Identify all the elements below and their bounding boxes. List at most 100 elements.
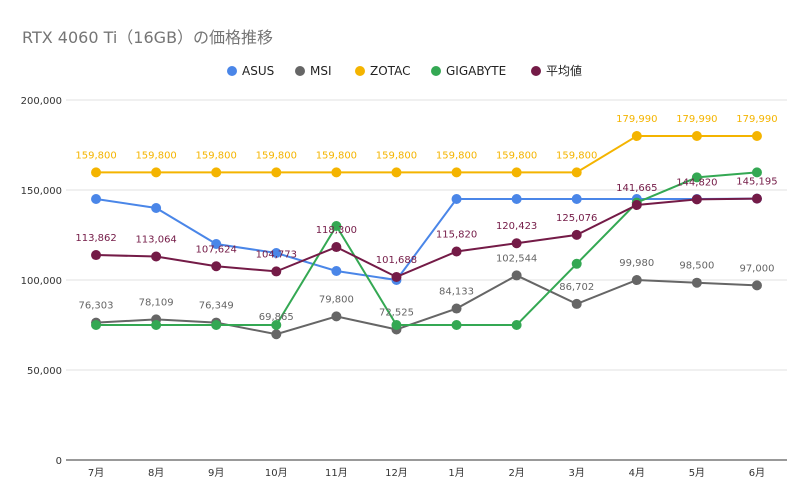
data-point <box>751 280 762 291</box>
data-point <box>271 167 282 178</box>
data-point <box>571 229 582 240</box>
data-point <box>151 167 162 178</box>
data-point <box>331 167 342 178</box>
data-label: 79,800 <box>319 294 354 305</box>
x-tick-label: 8月 <box>148 467 164 479</box>
data-point <box>331 311 342 322</box>
data-point <box>571 167 582 178</box>
x-tick-label: 2月 <box>508 467 524 479</box>
y-tick-label: 200,000 <box>21 96 62 107</box>
data-label: 159,800 <box>496 150 537 161</box>
data-point <box>751 167 762 178</box>
data-point <box>691 131 702 142</box>
data-point <box>91 250 102 261</box>
data-point <box>91 194 102 204</box>
data-label: 113,862 <box>75 233 116 244</box>
data-label: 76,303 <box>79 301 114 312</box>
data-point <box>631 200 642 211</box>
series-line <box>96 197 757 279</box>
legend-marker <box>295 66 305 76</box>
series-line <box>95 197 757 282</box>
data-label: 69,865 <box>259 312 294 323</box>
data-label: 179,990 <box>736 114 777 125</box>
data-point <box>571 298 582 309</box>
data-point <box>511 270 522 281</box>
x-tick-label: 5月 <box>689 467 705 479</box>
data-point <box>331 242 342 253</box>
data-label: 101,688 <box>376 255 417 266</box>
data-point <box>331 266 342 276</box>
data-point <box>391 320 402 330</box>
data-point <box>451 194 462 204</box>
data-point <box>271 248 282 258</box>
series-line <box>95 274 758 336</box>
data-label: 159,800 <box>256 150 297 161</box>
data-label: 159,800 <box>196 150 237 161</box>
data-label: 120,423 <box>496 221 537 232</box>
data-label: 118,300 <box>316 225 357 236</box>
data-label: 97,000 <box>739 263 774 274</box>
legend-entry: ASUS <box>242 64 274 78</box>
data-point <box>451 303 462 314</box>
data-label: 159,800 <box>135 150 176 161</box>
data-point <box>451 320 462 330</box>
data-point <box>271 320 282 330</box>
data-label: 98,500 <box>679 261 714 272</box>
legend-marker <box>431 66 441 76</box>
chart-title: RTX 4060 Ti（16GB）の価格推移 <box>22 28 274 47</box>
y-tick-label: 0 <box>56 456 62 467</box>
legend-entry: 平均値 <box>546 63 582 78</box>
data-label: 145,195 <box>736 177 777 188</box>
data-label: 99,980 <box>619 258 654 269</box>
legend-entry: MSI <box>310 64 332 78</box>
data-point <box>751 193 762 204</box>
data-point <box>91 167 102 178</box>
series-line <box>96 171 758 326</box>
legend-entry: ZOTAC <box>370 64 410 78</box>
data-point <box>211 239 222 249</box>
data-label: 104,773 <box>256 249 297 260</box>
x-tick-label: 1月 <box>448 467 464 479</box>
data-point <box>271 266 282 277</box>
data-label: 72,525 <box>379 307 414 318</box>
data-point <box>391 167 402 178</box>
data-point <box>511 167 522 178</box>
data-point <box>691 194 702 205</box>
x-tick-label: 7月 <box>88 467 104 479</box>
data-label: 159,800 <box>376 150 417 161</box>
x-tick-label: 12月 <box>385 467 408 479</box>
data-label: 86,702 <box>559 282 594 293</box>
data-point <box>331 221 342 231</box>
data-point <box>91 320 102 330</box>
data-point <box>391 271 402 282</box>
legend-marker <box>531 66 541 76</box>
data-label: 107,624 <box>196 244 237 255</box>
data-label: 125,076 <box>556 213 597 224</box>
data-point <box>151 320 162 330</box>
x-tick-label: 10月 <box>265 467 288 479</box>
data-point <box>691 172 702 183</box>
y-tick-label: 50,000 <box>27 366 62 377</box>
x-tick-label: 4月 <box>629 467 645 479</box>
data-point <box>151 251 162 262</box>
data-point <box>691 277 702 288</box>
data-label: 84,133 <box>439 287 474 298</box>
data-label: 76,349 <box>199 301 234 312</box>
data-label: 113,064 <box>135 234 176 245</box>
data-point <box>451 167 462 178</box>
data-label: 78,109 <box>139 297 174 308</box>
x-tick-label: 3月 <box>569 467 585 479</box>
data-point <box>751 131 762 142</box>
data-label: 102,544 <box>496 253 537 264</box>
data-point <box>571 194 582 204</box>
data-point <box>631 275 642 286</box>
data-point <box>571 258 582 269</box>
x-tick-label: 6月 <box>749 467 765 479</box>
data-point <box>451 246 462 257</box>
data-label: 115,820 <box>436 230 477 241</box>
data-point <box>631 131 642 142</box>
data-label: 179,990 <box>676 114 717 125</box>
data-point <box>211 167 222 178</box>
legend-marker <box>227 66 237 76</box>
